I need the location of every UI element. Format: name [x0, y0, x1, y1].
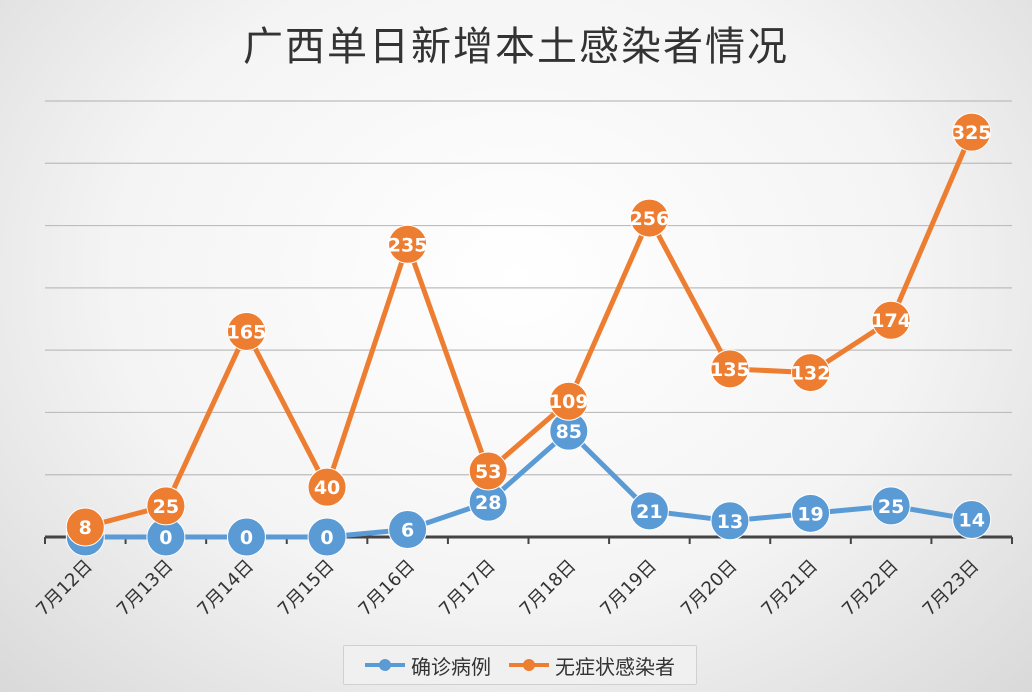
- data-label: 165: [227, 321, 267, 343]
- data-point: [226, 311, 266, 351]
- x-tick-label: 7月12日: [32, 556, 97, 621]
- data-point: [307, 517, 347, 557]
- x-tick-label: 7月18日: [516, 556, 581, 621]
- data-label: 14: [958, 510, 984, 532]
- data-point: [791, 353, 831, 393]
- data-label: 28: [475, 492, 501, 514]
- data-point: [871, 486, 911, 526]
- x-tick-label: 7月14日: [193, 556, 258, 621]
- data-point: [952, 500, 992, 540]
- x-tick-label: 7月23日: [919, 556, 984, 621]
- legend-label-asymptomatic: 无症状感染者: [555, 654, 675, 679]
- chart-title: 广西单日新增本土感染者情况: [243, 24, 789, 70]
- data-point: [65, 507, 105, 547]
- x-tick-label: 7月16日: [355, 556, 420, 621]
- legend-item-confirmed: 确诊病例: [365, 651, 491, 680]
- data-label: 8: [79, 517, 92, 539]
- data-label: 19: [797, 503, 823, 525]
- data-point: [549, 381, 589, 421]
- data-point: [710, 501, 750, 541]
- data-label: 0: [159, 527, 172, 549]
- data-label: 235: [388, 234, 428, 256]
- legend: 确诊病例 无症状感染者: [343, 645, 697, 685]
- data-label: 21: [636, 501, 662, 523]
- data-point: [226, 517, 266, 557]
- legend-swatch-asymptomatic: [509, 659, 549, 671]
- data-point: [952, 112, 992, 152]
- data-label: 109: [549, 391, 589, 413]
- data-label: 135: [710, 359, 750, 381]
- x-tick-label: 7月20日: [677, 556, 742, 621]
- data-point: [629, 198, 669, 238]
- legend-item-asymptomatic: 无症状感染者: [509, 651, 675, 680]
- data-label: 132: [791, 363, 831, 385]
- data-label: 53: [475, 461, 501, 483]
- data-point: [146, 486, 186, 526]
- data-point: [629, 491, 669, 531]
- x-tick-label: 7月19日: [596, 556, 661, 621]
- x-tick-label: 7月13日: [113, 556, 178, 621]
- x-tick-label: 7月21日: [757, 556, 822, 621]
- data-label: 0: [320, 527, 333, 549]
- data-point: [307, 467, 347, 507]
- data-point: [871, 300, 911, 340]
- data-point: [388, 224, 428, 264]
- data-label: 25: [878, 496, 904, 518]
- data-point: [710, 349, 750, 389]
- data-label: 325: [952, 122, 992, 144]
- data-label: 40: [314, 477, 340, 499]
- data-label: 13: [717, 511, 743, 533]
- data-label: 25: [153, 496, 179, 518]
- legend-swatch-confirmed: [365, 659, 405, 671]
- x-tick-label: 7月17日: [435, 556, 500, 621]
- data-point: [791, 493, 831, 533]
- legend-label-confirmed: 确诊病例: [411, 654, 491, 679]
- data-label: 256: [630, 208, 670, 230]
- series-line-0: [85, 428, 973, 540]
- data-label: 85: [556, 421, 582, 443]
- x-tick-label: 7月22日: [838, 556, 903, 621]
- data-label: 6: [401, 520, 414, 542]
- x-tick-label: 7月15日: [274, 556, 339, 621]
- data-label: 174: [871, 310, 911, 332]
- data-label: 0: [240, 527, 253, 549]
- data-point: [468, 451, 508, 491]
- data-point: [388, 510, 428, 550]
